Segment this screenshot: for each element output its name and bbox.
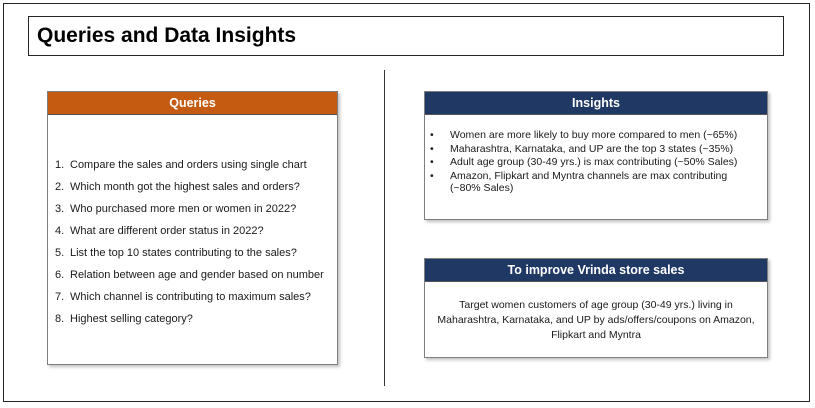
improve-sales-heading: To improve Vrinda store sales (425, 259, 767, 282)
list-item: 6. Relation between age and gender based … (55, 269, 324, 281)
query-text: Compare the sales and orders using singl… (70, 159, 307, 171)
list-item: 3. Who purchased more men or women in 202… (55, 203, 297, 215)
insights-panel: Insights • Women are more likely to buy m… (424, 91, 768, 220)
improve-sales-panel: To improve Vrinda store sales Target wom… (424, 258, 768, 358)
query-text: What are different order status in 2022? (70, 225, 264, 237)
insights-heading: Insights (425, 92, 767, 115)
list-item: 1. Compare the sales and orders using sin… (55, 159, 307, 171)
insights-list: • Women are more likely to buy more compa… (430, 129, 760, 196)
queries-panel: Queries 1. Compare the sales and orders u… (47, 91, 338, 365)
query-text: Who purchased more men or women in 2022? (70, 203, 297, 215)
query-text: List the top 10 states contributing to t… (70, 247, 297, 259)
bullet-icon: • (430, 169, 434, 182)
list-item: • Amazon, Flipkart and Myntra channels ar… (430, 170, 760, 195)
vertical-divider (384, 70, 385, 386)
list-item: • Women are more likely to buy more compa… (430, 129, 760, 142)
bullet-icon: • (430, 129, 434, 141)
improve-sales-text: Target women customers of age group (30-… (437, 299, 755, 341)
page-title: Queries and Data Insights (28, 16, 784, 56)
list-item: • Maharashtra, Karnataka, and UP are the … (430, 143, 760, 156)
bullet-icon: • (430, 142, 434, 155)
queries-list: 1. Compare the sales and orders using sin… (55, 159, 324, 335)
list-item: 7. Which channel is contributing to maxim… (55, 291, 311, 303)
query-text: Which month got the highest sales and or… (70, 181, 300, 193)
list-item: 8. Highest selling category? (55, 313, 193, 325)
insight-text: Adult age group (30-49 yrs.) is max cont… (450, 156, 738, 168)
list-item: 4. What are different order status in 202… (55, 225, 264, 237)
insight-text: Women are more likely to buy more compar… (450, 129, 738, 141)
query-text: Relation between age and gender based on… (70, 269, 324, 281)
bullet-icon: • (430, 156, 434, 168)
insight-text: Maharashtra, Karnataka, and UP are the t… (450, 142, 734, 155)
list-item: 2. Which month got the highest sales and … (55, 181, 300, 193)
query-text: Highest selling category? (70, 313, 193, 325)
list-item: 5. List the top 10 states contributing to… (55, 247, 297, 259)
query-text: Which channel is contributing to maximum… (70, 291, 311, 303)
list-item: • Adult age group (30-49 yrs.) is max con… (430, 156, 760, 169)
queries-heading: Queries (48, 92, 337, 115)
slide-frame (3, 3, 810, 402)
insight-text: Amazon, Flipkart and Myntra channels are… (450, 169, 728, 195)
